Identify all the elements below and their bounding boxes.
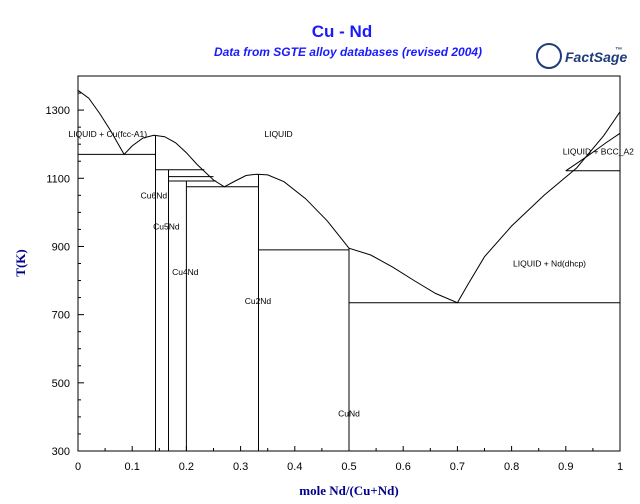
x-tick-label: 0.7: [450, 461, 465, 473]
x-tick-label: 0.4: [287, 461, 302, 473]
logo-trademark: ™: [615, 47, 622, 54]
phase-region-label: Cu6Nd: [141, 190, 168, 200]
x-tick-label: 0.3: [233, 461, 248, 473]
y-tick-label: 1100: [46, 173, 70, 185]
y-tick-label: 900: [52, 241, 70, 253]
phase-region-label: LIQUID + BCC_A2: [563, 147, 634, 157]
x-tick-label: 0.6: [396, 461, 411, 473]
phase-region-label: LIQUID: [264, 129, 292, 139]
nd-solvus-curve: [565, 132, 621, 172]
phase-region-label: CuNd: [338, 409, 360, 419]
x-tick-label: 1: [617, 461, 623, 473]
phase-region-labels: LIQUID + Cu(fcc-A1) LIQUID LIQUID + BCC_A2…: [68, 129, 634, 419]
y-tick-label: 700: [52, 310, 70, 322]
x-tick-label: 0.2: [179, 461, 194, 473]
phase-region-label: Cu5Nd: [153, 222, 180, 232]
x-tick-label: 0: [75, 461, 81, 473]
phase-region-label: LIQUID + Nd(dhcp): [513, 259, 586, 269]
y-axis-label: T(K): [13, 249, 28, 276]
phase-region-label: Cu2Nd: [245, 296, 272, 306]
phase-boundary-lines: [77, 89, 621, 451]
x-tick-label: 0.8: [504, 461, 519, 473]
chart-subtitle: Data from SGTE alloy databases (revised …: [214, 45, 482, 59]
x-axis-label: mole Nd/(Cu+Nd): [299, 483, 399, 498]
x-tick-label: 0.1: [125, 461, 140, 473]
logo-globe-icon: [536, 43, 562, 69]
phase-region-label: LIQUID + Cu(fcc-A1): [68, 129, 147, 139]
chart-title: Cu - Nd: [312, 22, 372, 41]
x-tick-label: 0.9: [558, 461, 573, 473]
liquidus-curve: [77, 89, 621, 304]
factsage-logo: FactSage ™: [536, 43, 627, 69]
x-axis-ticks: 0 0.1 0.2 0.3 0.4 0.5 0.6 0.7 0.8 0.9 1: [75, 446, 623, 473]
phase-region-label: Cu4Nd: [172, 267, 199, 277]
y-tick-label: 500: [52, 378, 70, 390]
y-tick-label: 300: [52, 446, 70, 458]
y-tick-label: 1300: [46, 105, 70, 117]
x-tick-label: 0.5: [341, 461, 356, 473]
y-axis-ticks: 300 500 700 900 1100 1300: [46, 92, 84, 458]
logo-text: FactSage: [565, 49, 627, 65]
